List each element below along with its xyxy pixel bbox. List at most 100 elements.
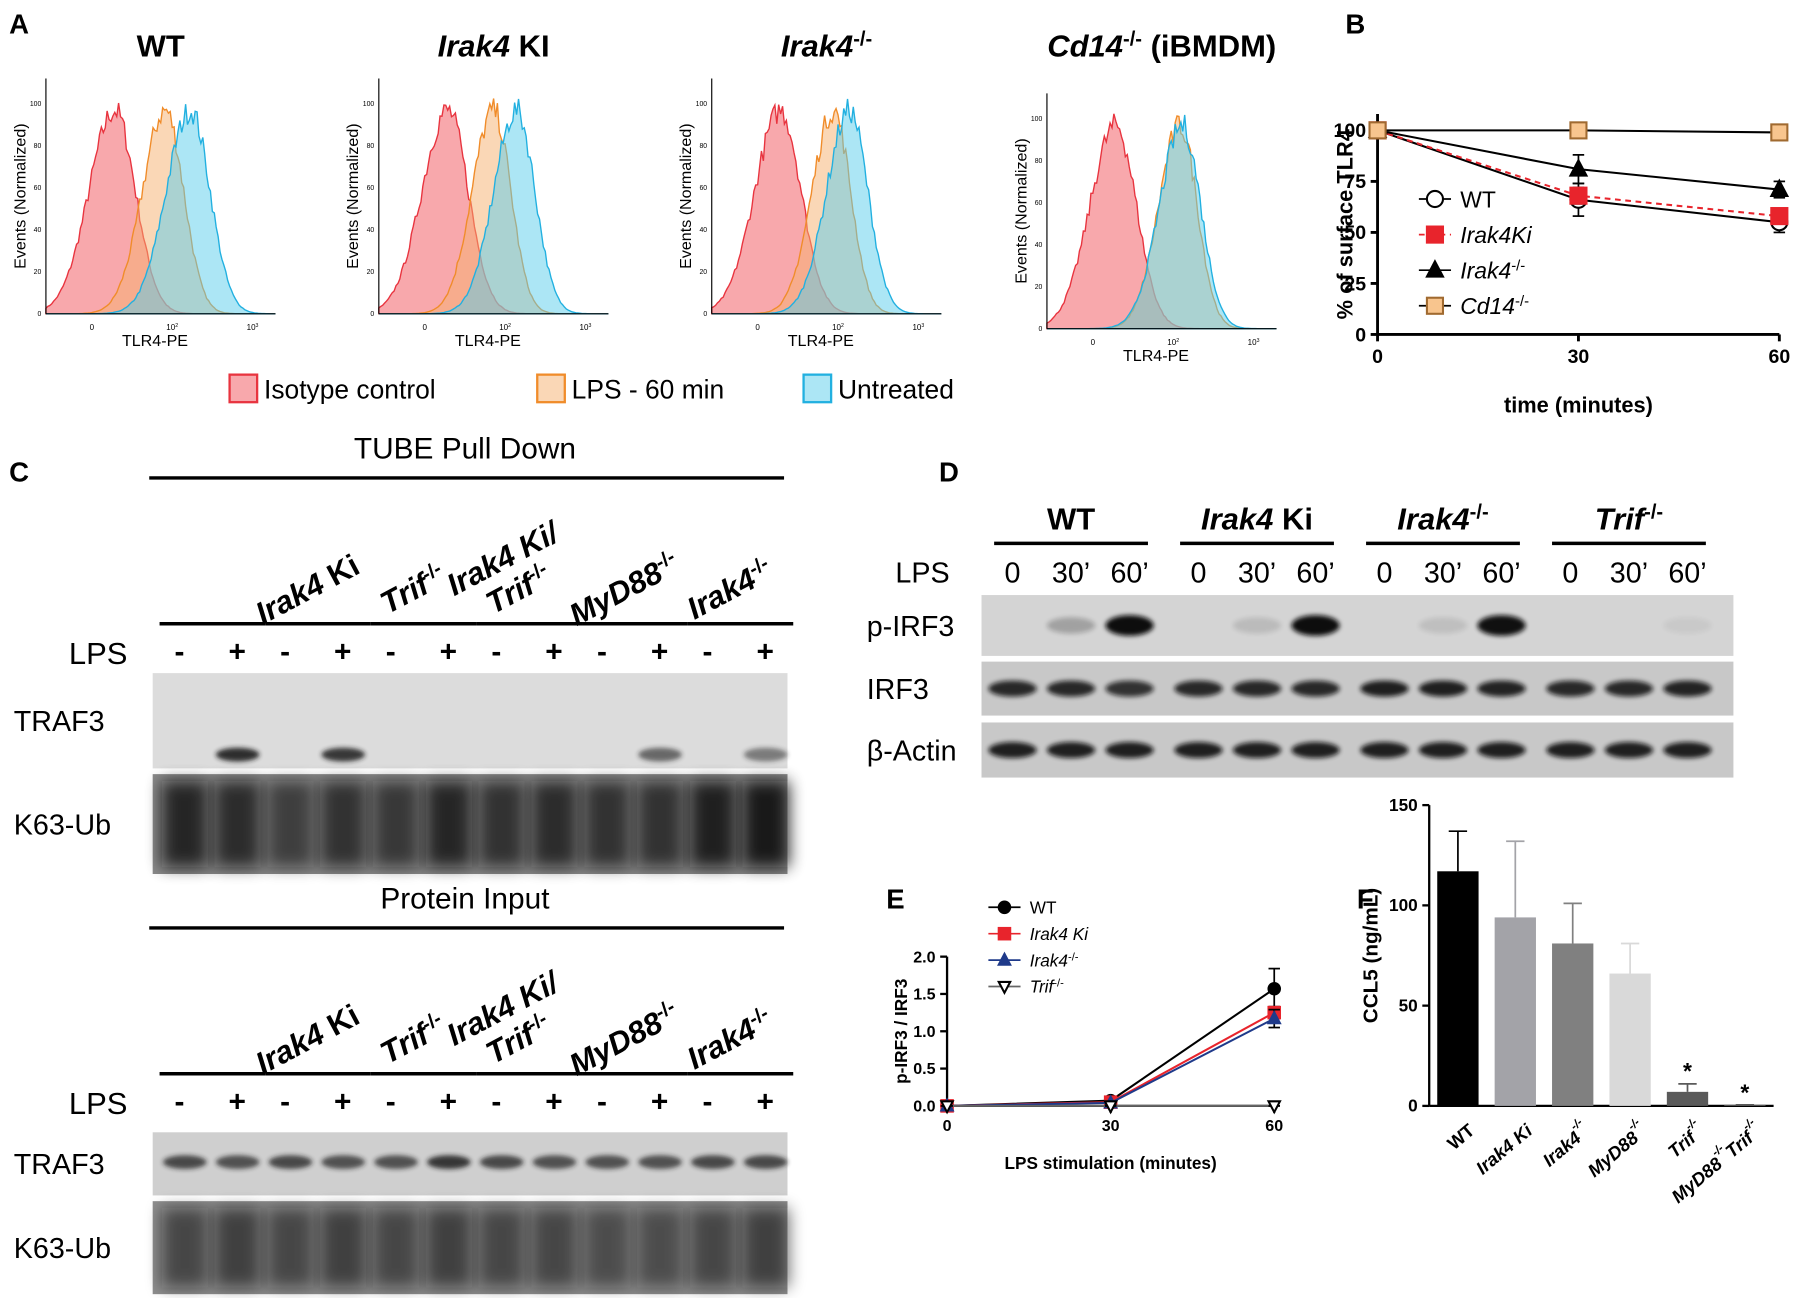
x-axis-label: time (minutes) <box>1504 393 1653 418</box>
lps-label: LPS <box>69 636 128 671</box>
point <box>1769 178 1790 198</box>
band <box>1232 617 1282 634</box>
lane-label: 60’ <box>1668 557 1706 589</box>
band <box>585 1155 630 1170</box>
point <box>1267 981 1282 996</box>
flow-tick-label-part: 10 <box>580 323 589 332</box>
flow-tick-label: 102 <box>1167 338 1179 347</box>
legend-label: WT <box>1460 186 1496 212</box>
lane-label: 60’ <box>1110 557 1148 589</box>
band <box>1291 615 1340 636</box>
y-tick-label: 0 <box>1408 1096 1418 1116</box>
legend-label: Irak4-/- <box>1460 257 1525 283</box>
lane-label: 30’ <box>1052 557 1090 589</box>
legend-label-part: Irak4 Ki <box>1030 924 1089 944</box>
flow-tick-label: 0 <box>37 311 41 318</box>
series-line <box>947 1011 1275 1107</box>
band <box>1046 680 1096 697</box>
legend-label: Irak4Ki <box>1460 222 1532 248</box>
group-label: Irak4-/- <box>681 552 778 626</box>
flow-tick-label: 102 <box>166 323 178 332</box>
flow-tick-label: 100 <box>363 101 375 108</box>
flow-tick-label: 80 <box>367 143 375 150</box>
band <box>1105 615 1154 636</box>
blot <box>981 595 1734 656</box>
panel-letter: E <box>886 883 904 914</box>
band <box>268 1155 313 1170</box>
group-label-text: MyD88-/- <box>563 996 684 1083</box>
flow-tick-label: 0 <box>90 323 95 332</box>
group-label-text: Trif-/- <box>375 1008 452 1071</box>
row-label: K63-Ub <box>14 809 111 841</box>
band <box>988 741 1037 759</box>
group-label-part: -/- <box>1644 502 1663 524</box>
x-tick-label: 60 <box>1768 346 1790 368</box>
blot <box>981 661 1734 716</box>
flow-plot <box>711 78 942 315</box>
x-tick-label: 60 <box>1265 1117 1283 1135</box>
x-label-group: MyD88-/- <box>1583 1115 1642 1181</box>
lane-smear <box>531 1208 578 1288</box>
blot-title: TUBE Pull Down <box>354 432 576 465</box>
legend-label-part: Irak4Ki <box>1460 222 1532 248</box>
band <box>1477 680 1526 697</box>
legend-label-part: -/- <box>1515 293 1529 310</box>
point <box>1569 186 1588 205</box>
group-label: MyD88-/- <box>563 546 678 633</box>
band <box>1546 680 1595 697</box>
flow-title-part: -/- <box>853 29 872 51</box>
lps-sign: - <box>597 1086 607 1119</box>
lps-sign: - <box>174 636 184 669</box>
lane-label: 30’ <box>1424 557 1462 589</box>
group-label-part: Irak4 <box>1397 502 1469 537</box>
flow-tick-label: 0 <box>423 323 428 332</box>
flow-tick-label: 40 <box>367 227 375 234</box>
error-bar <box>1563 902 1582 944</box>
lps-sign: - <box>280 636 290 669</box>
x-tick-label: 0 <box>1372 346 1383 368</box>
legend-label: Irak4 Ki <box>1030 924 1089 944</box>
bar <box>1609 973 1651 1106</box>
x-tick-label: Irak4-/- <box>1534 1115 1593 1170</box>
lane-label: 0 <box>1376 557 1392 589</box>
band <box>743 747 788 762</box>
lps-sign: - <box>491 1086 501 1119</box>
flow-y-label-group: Events (Normalized) <box>1012 138 1030 284</box>
band <box>1232 741 1282 759</box>
flow-tick-label: 0 <box>370 311 374 318</box>
flow-tick-label-part: 3 <box>256 323 259 329</box>
flow-tick-label: 102 <box>832 323 844 332</box>
legend-label-part: Irak4 <box>1460 257 1511 283</box>
flow-tick-label-part: 10 <box>1167 338 1176 347</box>
group-label-text: Irak4-/- <box>681 1002 778 1076</box>
lane-smear <box>161 1208 208 1288</box>
y-tick-label: 50 <box>1344 222 1366 244</box>
band <box>1291 680 1340 697</box>
band <box>532 1155 577 1170</box>
lps-sign: + <box>545 1086 562 1119</box>
x-tick-label-part: Trif <box>1721 1125 1758 1161</box>
panel-letter: C <box>9 456 29 487</box>
legend-swatch <box>802 373 833 404</box>
x-label-group: Irak4 Ki <box>1471 1119 1536 1178</box>
flow-title-part: Irak4 <box>438 29 510 64</box>
band <box>1046 617 1096 634</box>
lane-label: 60’ <box>1296 557 1334 589</box>
band <box>215 1155 260 1170</box>
legend-label: Cd14-/- <box>1460 293 1529 320</box>
flow-tick-label-part: 10 <box>912 323 921 332</box>
bar <box>1494 917 1536 1106</box>
y-tick-label: 0.0 <box>913 1098 935 1116</box>
group-label-part: Trif <box>1595 502 1647 537</box>
lane-smear <box>742 1208 789 1288</box>
flow-title-part: Cd14 <box>1047 29 1123 64</box>
series-line <box>947 987 1275 1107</box>
band <box>1232 680 1282 697</box>
legend-label-part: -/- <box>1053 978 1064 990</box>
error-bar <box>1506 840 1525 918</box>
lane-smear <box>742 781 789 868</box>
x-tick-label-part: MyD88 <box>1583 1126 1642 1181</box>
point <box>1266 1100 1282 1115</box>
flow-title: Cd14-/- (iBMDM) <box>1047 29 1276 64</box>
group-label-text: Irak4-/- <box>681 552 778 626</box>
